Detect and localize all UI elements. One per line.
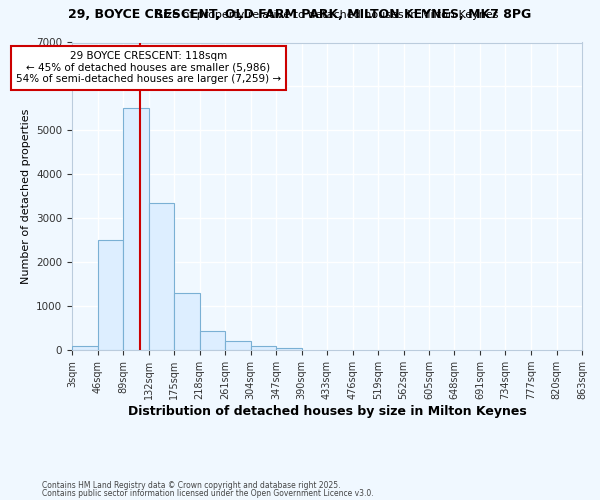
X-axis label: Distribution of detached houses by size in Milton Keynes: Distribution of detached houses by size … (128, 405, 526, 418)
Bar (174, 293, 199, 350)
Bar (72, 346, 97, 350)
Bar (149, 203, 174, 350)
Text: 29, BOYCE CRESCENT, OLD FARM PARK, MILTON KEYNES, MK7 8PG: 29, BOYCE CRESCENT, OLD FARM PARK, MILTO… (68, 8, 532, 20)
Bar (123, 108, 149, 350)
Bar (97, 240, 123, 350)
Y-axis label: Number of detached properties: Number of detached properties (20, 108, 31, 284)
Text: 29 BOYCE CRESCENT: 118sqm
← 45% of detached houses are smaller (5,986)
54% of se: 29 BOYCE CRESCENT: 118sqm ← 45% of detac… (16, 52, 281, 84)
Bar (199, 331, 225, 350)
Bar (225, 341, 251, 350)
Text: Contains public sector information licensed under the Open Government Licence v3: Contains public sector information licen… (42, 489, 374, 498)
Bar (276, 348, 302, 350)
Text: Contains HM Land Registry data © Crown copyright and database right 2025.: Contains HM Land Registry data © Crown c… (42, 480, 341, 490)
Bar (251, 346, 276, 350)
Title: Size of property relative to detached houses in Milton Keynes: Size of property relative to detached ho… (156, 10, 498, 20)
